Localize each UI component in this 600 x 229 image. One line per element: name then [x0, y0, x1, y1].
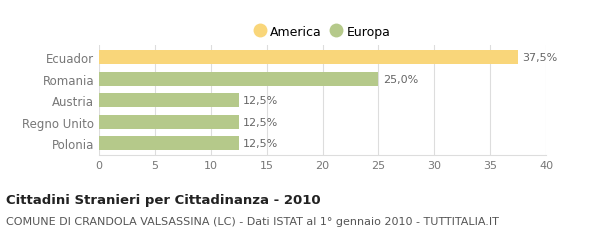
Bar [99, 115, 239, 129]
Bar [99, 137, 239, 151]
Bar [99, 72, 379, 86]
Text: 12,5%: 12,5% [243, 139, 278, 149]
Text: Cittadini Stranieri per Cittadinanza - 2010: Cittadini Stranieri per Cittadinanza - 2… [6, 193, 320, 206]
Text: COMUNE DI CRANDOLA VALSASSINA (LC) - Dati ISTAT al 1° gennaio 2010 - TUTTITALIA.: COMUNE DI CRANDOLA VALSASSINA (LC) - Dat… [6, 216, 499, 226]
Bar [99, 51, 518, 65]
Bar [99, 94, 239, 108]
Text: 37,5%: 37,5% [523, 53, 558, 63]
Text: 25,0%: 25,0% [383, 74, 418, 84]
Legend: America, Europa: America, Europa [250, 21, 395, 44]
Text: 12,5%: 12,5% [243, 96, 278, 106]
Text: 12,5%: 12,5% [243, 117, 278, 127]
